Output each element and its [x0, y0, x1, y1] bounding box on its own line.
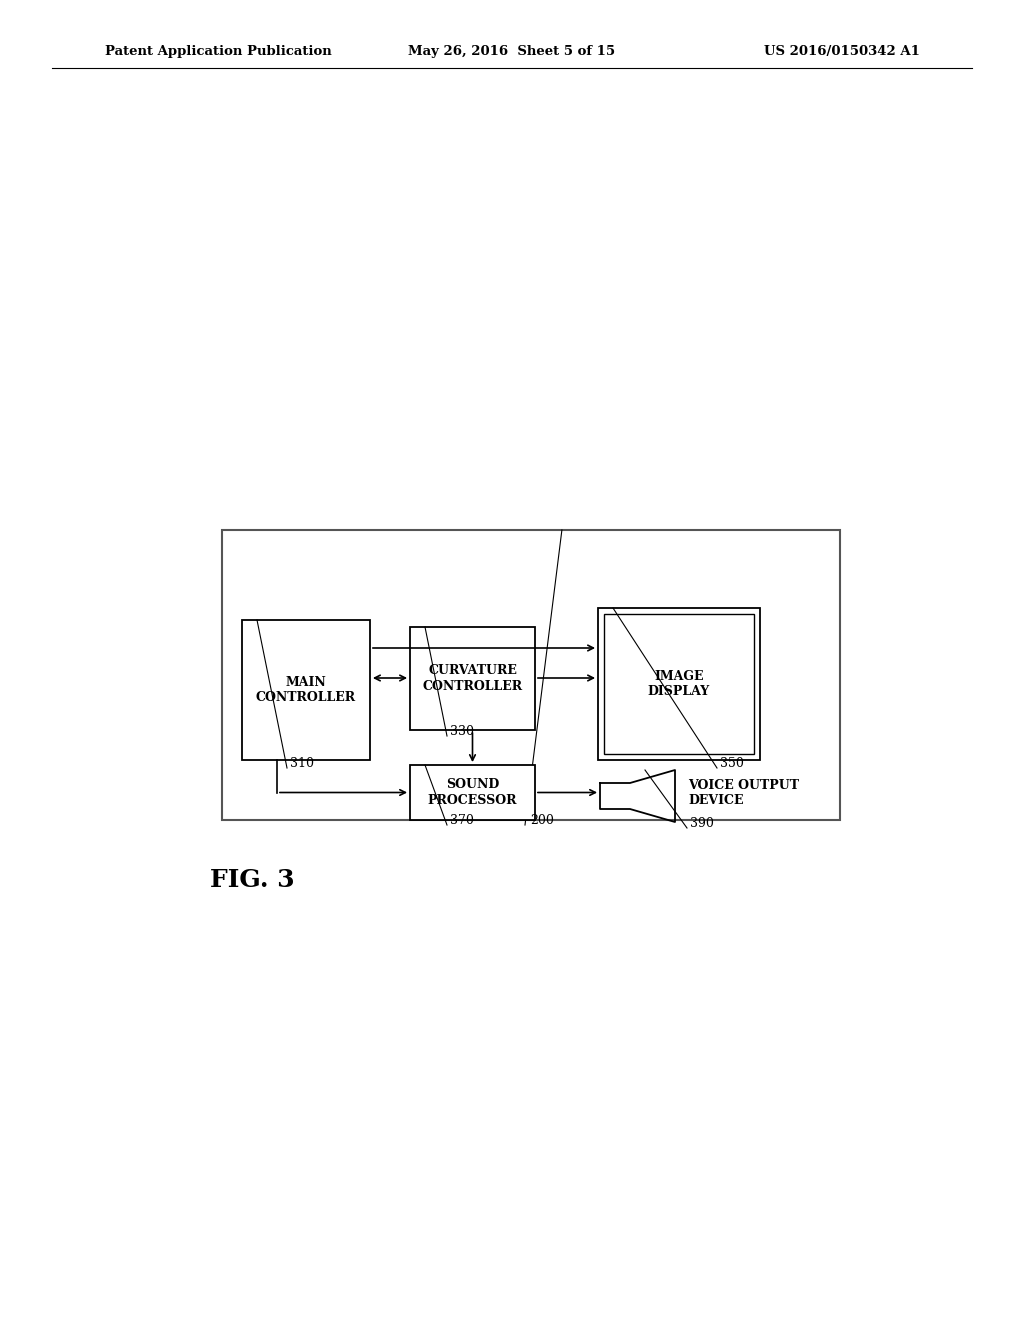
Text: IMAGE
DISPLAY: IMAGE DISPLAY: [648, 671, 710, 698]
Text: CURVATURE
CONTROLLER: CURVATURE CONTROLLER: [423, 664, 522, 693]
Text: US 2016/0150342 A1: US 2016/0150342 A1: [764, 45, 920, 58]
Text: VOICE OUTPUT
DEVICE: VOICE OUTPUT DEVICE: [688, 779, 799, 807]
Bar: [242, 620, 370, 760]
Text: MAIN
CONTROLLER: MAIN CONTROLLER: [256, 676, 356, 704]
Text: 200: 200: [530, 814, 554, 828]
Bar: [222, 531, 840, 820]
Text: 390: 390: [690, 817, 714, 830]
Bar: [598, 609, 760, 760]
Text: SOUND
PROCESSOR: SOUND PROCESSOR: [428, 779, 517, 807]
Text: Patent Application Publication: Patent Application Publication: [105, 45, 332, 58]
Bar: [410, 627, 535, 730]
Text: 370: 370: [450, 814, 474, 828]
Bar: [410, 766, 535, 820]
Text: FIG. 3: FIG. 3: [210, 869, 295, 892]
Text: May 26, 2016  Sheet 5 of 15: May 26, 2016 Sheet 5 of 15: [409, 45, 615, 58]
Text: 350: 350: [720, 756, 743, 770]
Bar: [604, 614, 754, 754]
Text: 310: 310: [290, 756, 314, 770]
Text: 330: 330: [450, 725, 474, 738]
